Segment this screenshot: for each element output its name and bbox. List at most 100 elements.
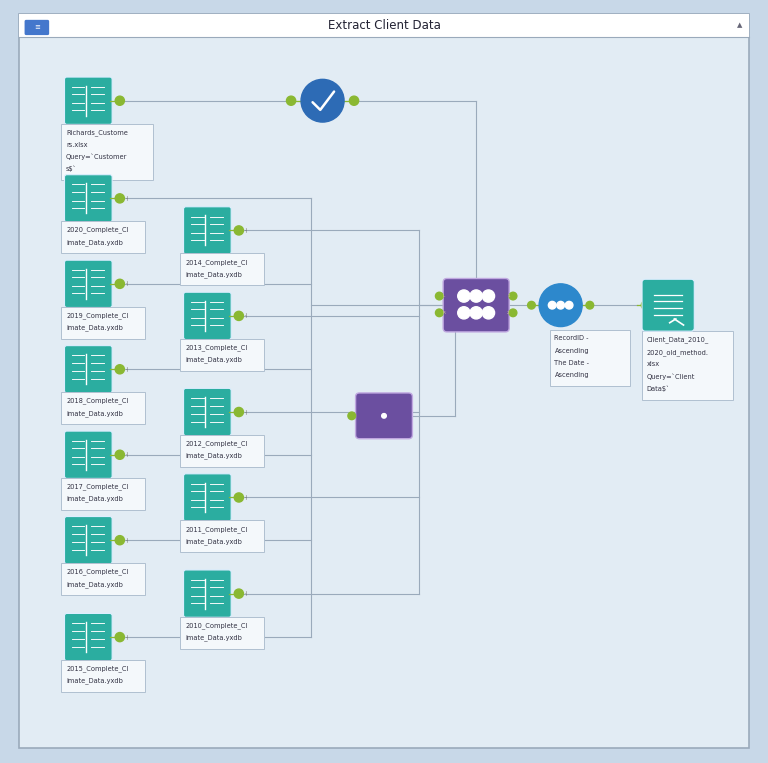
Circle shape [470, 290, 482, 302]
FancyBboxPatch shape [184, 292, 231, 340]
Text: 2015_Complete_Cl: 2015_Complete_Cl [66, 665, 128, 672]
Text: L: L [443, 294, 445, 298]
Text: 2020_old_method.: 2020_old_method. [647, 349, 709, 356]
Text: imate_Data.yxdb: imate_Data.yxdb [66, 495, 123, 502]
FancyBboxPatch shape [61, 392, 145, 424]
Circle shape [528, 301, 535, 309]
FancyBboxPatch shape [180, 253, 264, 285]
Text: ·): ·) [125, 538, 128, 542]
FancyBboxPatch shape [65, 613, 112, 661]
Text: 1: 1 [507, 294, 510, 298]
Circle shape [458, 290, 470, 302]
Text: 2016_Complete_Cl: 2016_Complete_Cl [66, 568, 128, 575]
Circle shape [234, 407, 243, 417]
Circle shape [435, 292, 443, 300]
Text: imate_Data.yxdb: imate_Data.yxdb [66, 678, 123, 684]
FancyBboxPatch shape [65, 175, 112, 222]
Text: Extract Client Data: Extract Client Data [328, 18, 440, 32]
Text: 2017_Complete_Cl: 2017_Complete_Cl [66, 483, 128, 490]
FancyBboxPatch shape [61, 478, 145, 510]
Text: 2011_Complete_Cl: 2011_Complete_Cl [185, 526, 247, 533]
FancyBboxPatch shape [61, 660, 145, 692]
Circle shape [234, 493, 243, 502]
Text: ·): ·) [244, 591, 247, 596]
Text: Richards_Custome: Richards_Custome [66, 129, 128, 136]
FancyBboxPatch shape [19, 14, 749, 748]
Circle shape [115, 536, 124, 545]
Circle shape [115, 194, 124, 203]
FancyBboxPatch shape [184, 570, 231, 617]
Circle shape [115, 96, 124, 105]
FancyBboxPatch shape [25, 20, 49, 35]
Text: 2012_Complete_Cl: 2012_Complete_Cl [185, 440, 247, 447]
FancyBboxPatch shape [184, 207, 231, 254]
Text: imate_Data.yxdb: imate_Data.yxdb [185, 356, 242, 363]
FancyBboxPatch shape [180, 617, 264, 649]
Text: ·): ·) [244, 314, 247, 318]
Circle shape [115, 450, 124, 459]
Text: Client_Data_2010_: Client_Data_2010_ [647, 336, 709, 343]
FancyBboxPatch shape [642, 279, 694, 331]
FancyBboxPatch shape [65, 517, 112, 564]
Circle shape [586, 301, 594, 309]
Text: imate_Data.yxdb: imate_Data.yxdb [66, 581, 123, 588]
Text: ≡: ≡ [34, 24, 40, 31]
Circle shape [382, 414, 386, 418]
Text: imate_Data.yxdb: imate_Data.yxdb [185, 538, 242, 545]
Circle shape [349, 96, 359, 105]
Text: 2: 2 [507, 311, 510, 315]
Text: s$`: s$` [66, 166, 77, 172]
Circle shape [565, 301, 573, 309]
Text: 2010_Complete_Cl: 2010_Complete_Cl [185, 622, 247, 629]
Text: ·): ·) [125, 282, 128, 286]
Text: imate_Data.yxdb: imate_Data.yxdb [66, 324, 123, 331]
FancyBboxPatch shape [61, 124, 153, 180]
Circle shape [557, 301, 564, 309]
FancyBboxPatch shape [184, 388, 231, 436]
Circle shape [470, 307, 482, 319]
Text: 2013_Complete_Cl: 2013_Complete_Cl [185, 344, 247, 351]
FancyBboxPatch shape [180, 339, 264, 371]
FancyBboxPatch shape [61, 307, 145, 339]
FancyBboxPatch shape [65, 260, 112, 307]
FancyBboxPatch shape [550, 330, 630, 386]
Circle shape [115, 633, 124, 642]
FancyBboxPatch shape [180, 435, 264, 467]
FancyBboxPatch shape [642, 331, 733, 400]
Text: imate_Data.yxdb: imate_Data.yxdb [185, 452, 242, 459]
Circle shape [548, 301, 556, 309]
FancyBboxPatch shape [65, 77, 112, 124]
Text: Query=`Customer: Query=`Customer [66, 153, 127, 160]
Text: 2018_Complete_Cl: 2018_Complete_Cl [66, 398, 128, 404]
Text: ·): ·) [125, 196, 128, 201]
Text: The Date -: The Date - [554, 360, 590, 366]
Text: ·): ·) [125, 452, 128, 457]
Circle shape [435, 309, 443, 317]
Text: Ascending: Ascending [554, 372, 589, 378]
Circle shape [641, 301, 650, 310]
Text: ▲: ▲ [737, 22, 742, 28]
FancyBboxPatch shape [65, 431, 112, 478]
Circle shape [234, 311, 243, 320]
Text: imate_Data.yxdb: imate_Data.yxdb [185, 271, 242, 278]
Text: ·): ·) [244, 228, 247, 233]
Text: 2020_Complete_Cl: 2020_Complete_Cl [66, 227, 128, 233]
Text: imate_Data.yxdb: imate_Data.yxdb [66, 410, 123, 417]
Text: Query=`Client: Query=`Client [647, 373, 695, 380]
Circle shape [458, 307, 470, 319]
Text: ·): ·) [244, 410, 247, 414]
Text: ·): ·) [244, 495, 247, 500]
Text: R: R [442, 311, 445, 315]
Text: Ascending: Ascending [554, 348, 589, 354]
Circle shape [509, 309, 517, 317]
FancyBboxPatch shape [180, 520, 264, 552]
FancyBboxPatch shape [184, 474, 231, 521]
Text: ·): ·) [125, 367, 128, 372]
Circle shape [286, 96, 296, 105]
Circle shape [115, 279, 124, 288]
Circle shape [348, 412, 356, 420]
Circle shape [301, 79, 344, 122]
Text: RecordID -: RecordID - [554, 336, 589, 342]
FancyBboxPatch shape [65, 346, 112, 393]
FancyBboxPatch shape [61, 221, 145, 253]
